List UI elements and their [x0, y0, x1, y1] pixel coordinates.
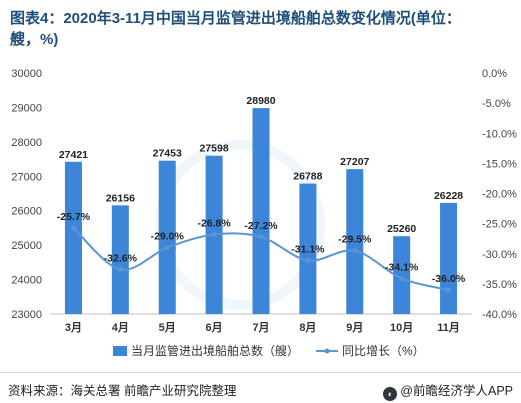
- chart-title: 图表4：2020年3-11月中国当月监管进出境船舶总数变化情况(单位：艘，%): [10, 10, 461, 48]
- bar: [111, 205, 129, 314]
- line-point: [164, 245, 170, 251]
- line-point: [399, 275, 405, 281]
- y-left-tick-label: 27000: [11, 171, 42, 183]
- y-right-tick-label: -20.0%: [482, 189, 517, 201]
- y-right-tick-label: -5.0%: [482, 98, 511, 110]
- y-right-tick-label: 0.0%: [482, 68, 507, 80]
- x-tick-label: 5月: [159, 321, 176, 334]
- y-right-tick-label: -15.0%: [482, 158, 517, 170]
- brand: ◐ @前瞻经济学人APP: [383, 380, 513, 401]
- line-value-label: -29.0%: [151, 231, 185, 243]
- line-point: [446, 287, 452, 293]
- x-tick-label: 7月: [252, 321, 269, 334]
- y-left-tick-label: 29000: [11, 102, 42, 114]
- y-left-tick-label: 26000: [11, 206, 42, 218]
- y-axis-right: 0.0% -5.0% -10.0% -15.0% -20.0% -25.0% -30.0% -…: [482, 68, 517, 321]
- line-value-label: -34.1%: [385, 261, 419, 273]
- x-tick-label: 10月: [390, 321, 413, 334]
- line-value-label: -32.6%: [104, 252, 138, 264]
- bar-value-label: 27598: [200, 143, 229, 155]
- y-left-tick-label: 23000: [11, 309, 42, 321]
- x-tick-label: 9月: [346, 321, 363, 334]
- bar-value-label: 27453: [153, 148, 182, 160]
- line-point: [70, 225, 76, 231]
- line-value-label: -36.0%: [432, 273, 466, 285]
- x-axis: 3月 4月 5月 6月 7月 8月 9月 10月 11月: [65, 321, 460, 334]
- bar: [440, 202, 458, 314]
- y-left-tick-label: 25000: [11, 240, 42, 252]
- chart-svg: 23000 24000 25000 26000 27000 28000 29000 30000…: [11, 68, 517, 358]
- bar: [393, 236, 411, 314]
- line-point: [211, 231, 217, 237]
- x-tick-label: 11月: [437, 321, 460, 334]
- line-value-label: -29.5%: [338, 234, 372, 246]
- brand-logo-icon: ◐: [383, 387, 398, 401]
- bar: [64, 161, 82, 314]
- y-right-tick-label: -35.0%: [482, 279, 517, 291]
- bar-value-label: 25260: [387, 223, 416, 235]
- line-point: [305, 257, 311, 263]
- legend-line-marker: [324, 348, 330, 354]
- y-left-tick-label: 30000: [11, 68, 42, 80]
- bar-value-label: 28980: [246, 95, 275, 107]
- line-point: [258, 234, 264, 240]
- line-point: [117, 266, 123, 272]
- y-right-tick-label: -30.0%: [482, 249, 517, 261]
- legend: 当月监管进出境船舶总数（艘） 同比增长（%）: [113, 343, 425, 358]
- footer: 资料来源：海关总署 前瞻产业研究院整理 ◐ @前瞻经济学人APP: [0, 372, 521, 403]
- line-value-label: -27.2%: [244, 220, 278, 232]
- y-left-tick-label: 28000: [11, 137, 42, 149]
- y-right-tick-label: -40.0%: [482, 309, 517, 321]
- x-tick-label: 3月: [65, 321, 82, 334]
- y-left-tick-label: 24000: [11, 275, 42, 287]
- y-right-tick-label: -10.0%: [482, 128, 517, 140]
- line-value-label: -31.1%: [291, 243, 325, 255]
- bar-value-label: 26228: [434, 190, 463, 202]
- legend-bar-label: 当月监管进出境船舶总数（艘）: [131, 343, 299, 358]
- bar-series: 27421 26156 27453 27598 28980 26788 27207 25260…: [59, 95, 463, 314]
- bar: [252, 108, 270, 314]
- line-series: -25.7% -32.6% -29.0% -26.8% -27.2% -31.1% -29.…: [57, 211, 466, 293]
- bar: [158, 160, 176, 314]
- line-value-label: -26.8%: [197, 217, 231, 229]
- bar-value-label: 26156: [106, 192, 135, 204]
- bar: [346, 169, 364, 314]
- brand-label: @前瞻经济学人APP: [400, 384, 513, 398]
- x-tick-label: 8月: [299, 321, 316, 334]
- bar-value-label: 27421: [59, 149, 88, 161]
- bar-value-label: 26788: [293, 171, 322, 183]
- line-point: [352, 248, 358, 254]
- watermark: [155, 140, 325, 310]
- x-tick-label: 4月: [112, 321, 129, 334]
- line-value-label: -25.7%: [57, 211, 91, 223]
- legend-bar-swatch: [113, 346, 127, 356]
- bar: [299, 183, 317, 314]
- source-text: 资料来源：海关总署 前瞻产业研究院整理: [8, 384, 237, 398]
- legend-line-label: 同比增长（%）: [342, 344, 425, 358]
- y-axis-left: 23000 24000 25000 26000 27000 28000 29000 30000: [11, 68, 42, 321]
- bar-value-label: 27207: [340, 156, 369, 168]
- y-right-tick-label: -25.0%: [482, 219, 517, 231]
- x-tick-label: 6月: [206, 321, 223, 334]
